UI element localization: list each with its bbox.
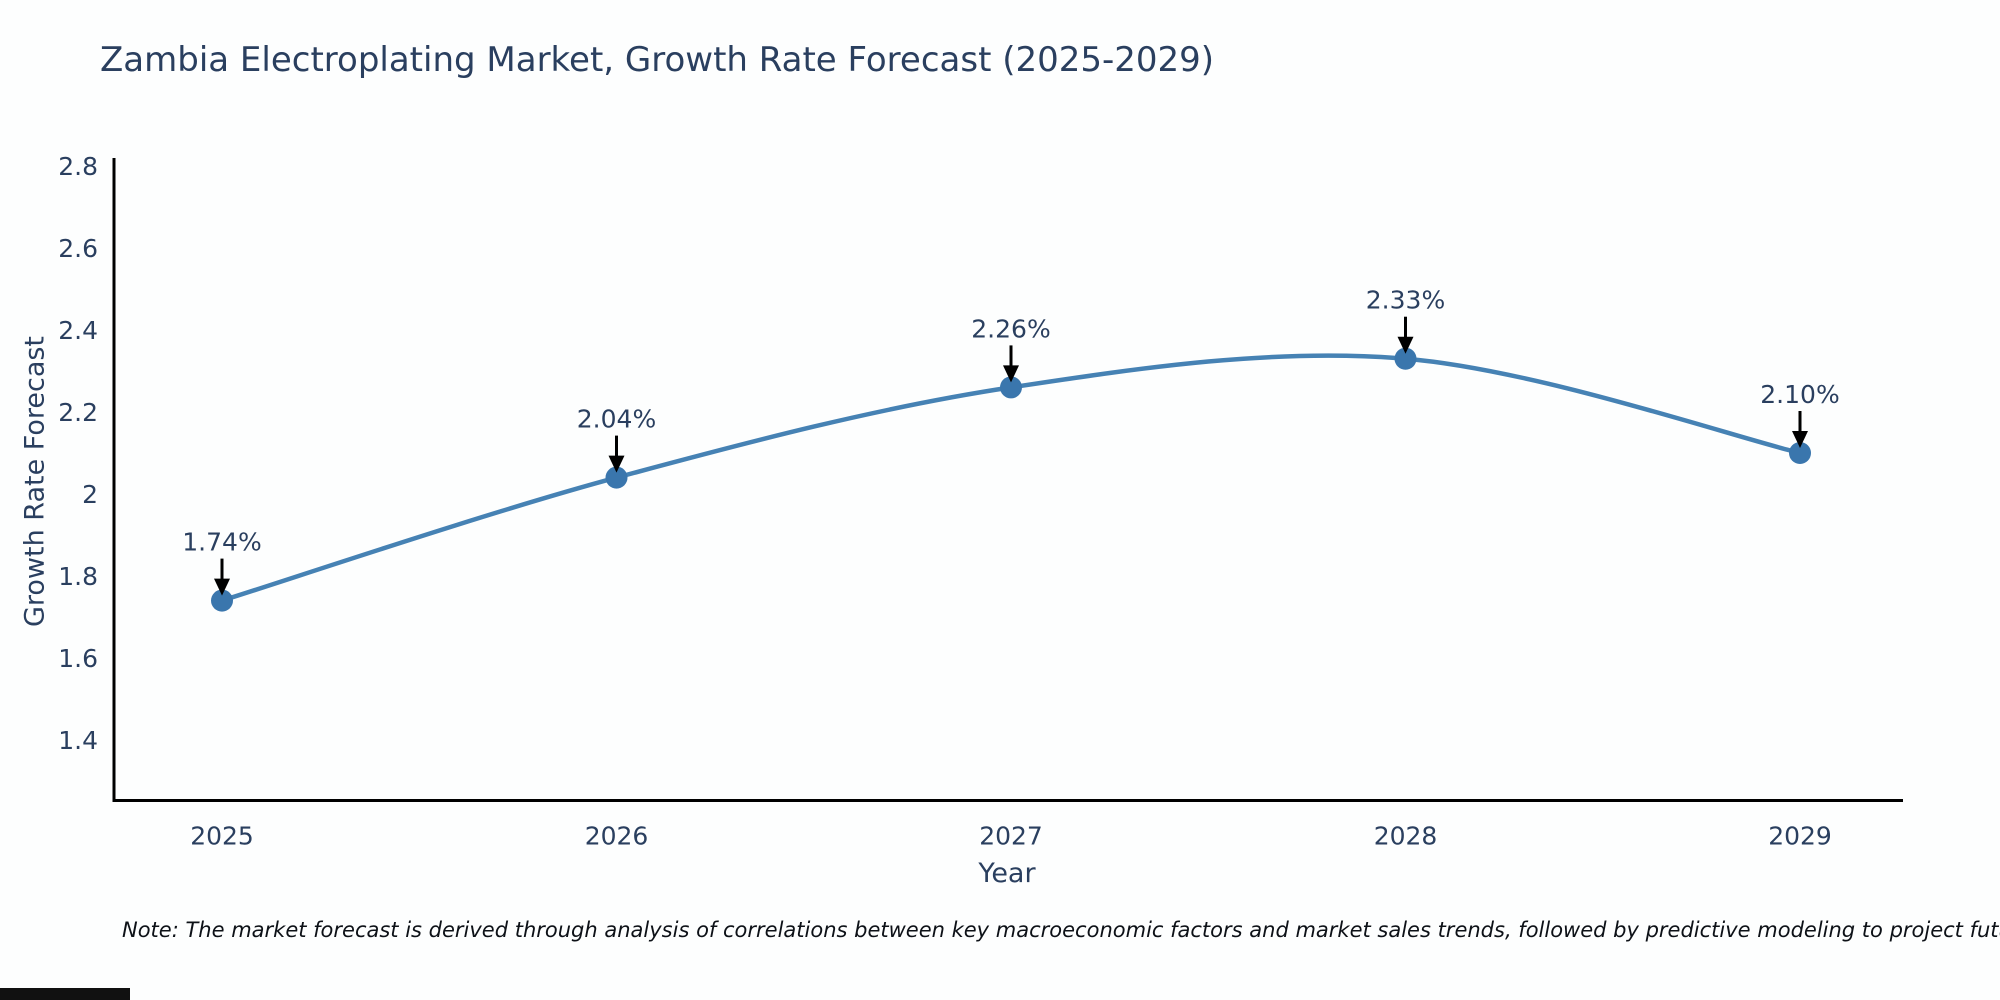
footnote: Note: The market forecast is derived thr…: [122, 918, 2000, 942]
x-tick-label: 2027: [979, 822, 1043, 851]
data-point-marker: [1000, 376, 1022, 399]
data-point-marker: [1789, 442, 1811, 464]
annotation-label: 2.10%: [1760, 380, 1839, 409]
annotation-arrowhead: [1003, 365, 1019, 383]
annotation-arrowhead: [1792, 431, 1808, 448]
data-point-marker: [605, 466, 628, 489]
y-tick-label: 2.4: [58, 316, 98, 345]
annotation-label: 2.26%: [971, 314, 1050, 343]
data-point-marker: [211, 589, 233, 612]
x-tick-label: 2029: [1768, 822, 1832, 851]
x-axis-title: Year: [978, 858, 1036, 889]
data-point-marker: [1394, 347, 1417, 370]
y-tick-label: 2.6: [58, 234, 98, 263]
bottom-left-bar: [0, 988, 130, 1000]
x-tick-label: 2028: [1374, 822, 1438, 851]
annotation-label: 2.33%: [1366, 286, 1445, 315]
y-tick-label: 1.6: [58, 644, 98, 673]
annotation-arrowhead: [608, 455, 625, 473]
y-tick-label: 1.8: [58, 562, 98, 591]
x-tick-label: 2025: [190, 822, 254, 851]
y-tick-label: 2.8: [58, 152, 98, 181]
y-tick-label: 1.4: [58, 726, 98, 755]
annotation-label: 1.74%: [182, 528, 261, 557]
y-tick-label: 2.2: [58, 398, 98, 427]
annotation-arrowhead: [214, 578, 230, 596]
annotation-arrowhead: [1397, 336, 1414, 354]
y-tick-label: 2: [82, 480, 98, 509]
x-tick-label: 2026: [585, 822, 649, 851]
annotation-label: 2.04%: [577, 405, 656, 434]
chart-title: Zambia Electroplating Market, Growth Rat…: [100, 40, 1215, 80]
